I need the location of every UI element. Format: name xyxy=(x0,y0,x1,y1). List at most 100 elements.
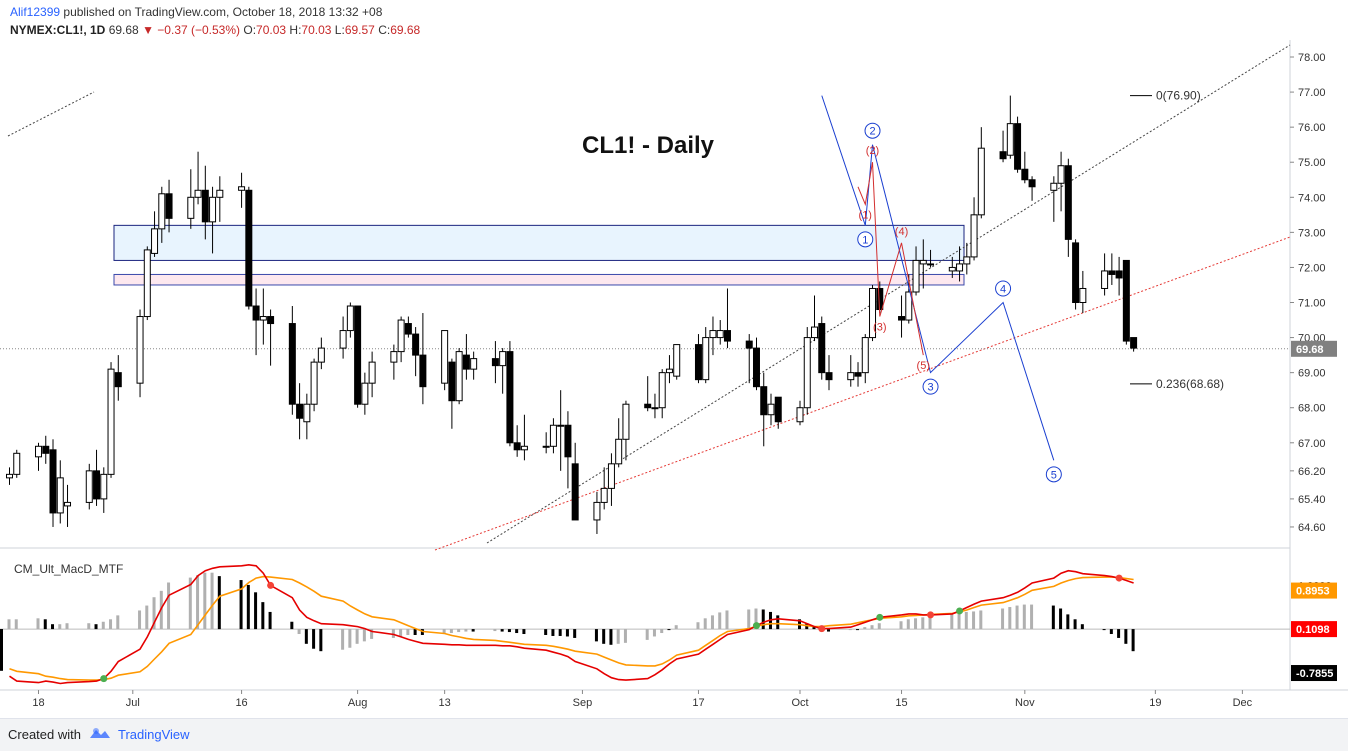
macd-histogram-bar xyxy=(1109,629,1113,635)
macd-histogram-bar xyxy=(558,629,562,636)
macd-histogram-bar xyxy=(972,611,976,630)
candle-up xyxy=(651,407,659,410)
macd-histogram-bar xyxy=(1080,624,1084,630)
macd-cross-dot xyxy=(1115,574,1123,582)
candle-up xyxy=(441,330,449,384)
macd-histogram-bar xyxy=(1131,629,1135,652)
time-tick-label: Sep xyxy=(573,697,593,709)
macd-histogram-bar xyxy=(138,610,142,630)
time-tick-label: 15 xyxy=(895,697,907,709)
candle-down xyxy=(774,396,782,423)
macd-cross-dot xyxy=(818,625,826,633)
candle-up xyxy=(956,263,964,272)
zone-support xyxy=(113,273,965,286)
macd-histogram-bar xyxy=(493,629,497,632)
macd-histogram-bar xyxy=(899,621,903,630)
macd-histogram-bar xyxy=(457,629,461,633)
macd-histogram-bar xyxy=(254,592,258,630)
candle-up xyxy=(912,259,920,293)
candle-up xyxy=(796,407,804,423)
macd-histogram-bar xyxy=(51,624,55,630)
macd-histogram-bar xyxy=(406,629,410,635)
price-tick-label: 69.00 xyxy=(1298,368,1326,380)
candle-up xyxy=(470,358,478,370)
created-with-text: Created with xyxy=(8,727,81,742)
macd-histogram-bar xyxy=(950,614,954,630)
macd-histogram-bar xyxy=(827,629,831,632)
elliott-blue-marker xyxy=(922,378,939,395)
macd-cross-dot xyxy=(267,581,275,589)
candle-down xyxy=(354,305,362,405)
candle-up xyxy=(317,347,325,363)
candle-up xyxy=(593,501,601,521)
macd-histogram-bar xyxy=(906,619,910,630)
candle-down xyxy=(644,403,652,409)
macd-value-label: -0.7855 xyxy=(1296,668,1333,680)
macd-histogram-bar xyxy=(1102,629,1106,631)
macd-histogram-bar xyxy=(507,629,511,633)
tradingview-brand-link[interactable]: TradingView xyxy=(118,727,190,742)
macd-histogram-bar xyxy=(1059,608,1063,630)
macd-histogram-bar xyxy=(500,629,504,632)
macd-histogram-bar xyxy=(87,623,91,630)
fib-level-label: 0(76.90) xyxy=(1156,89,1201,103)
macd-histogram-bar xyxy=(145,605,149,630)
footer-bar: Created with TradingView xyxy=(0,718,1348,751)
macd-value-badge xyxy=(1291,621,1337,638)
price-tick-label: 66.20 xyxy=(1298,466,1326,478)
candle-down xyxy=(1064,165,1072,240)
macd-histogram-bar xyxy=(65,623,69,630)
low-value: 69.57 xyxy=(344,23,375,37)
candle-up xyxy=(905,291,913,321)
candle-down xyxy=(93,470,101,500)
candle-down xyxy=(564,424,572,458)
candle-down xyxy=(1130,337,1138,349)
candle-up xyxy=(622,403,630,440)
macd-histogram-bar xyxy=(1001,608,1005,630)
macd-cross-dot xyxy=(956,607,964,615)
macd-histogram-bar xyxy=(297,629,301,635)
candle-up xyxy=(56,477,64,514)
candle-up xyxy=(238,186,246,191)
high-value: 70.03 xyxy=(301,23,332,37)
open-value: 70.03 xyxy=(256,23,287,37)
candle-up xyxy=(665,368,673,374)
candle-up xyxy=(499,351,507,367)
price-tick-label: 73.00 xyxy=(1298,227,1326,239)
price-tick-label: 77.00 xyxy=(1298,87,1326,99)
macd-histogram-bar xyxy=(914,618,918,630)
author-link[interactable]: Alif12399 xyxy=(10,5,61,19)
macd-histogram-bar xyxy=(761,609,765,630)
macd-histogram-bar xyxy=(957,612,961,630)
candle-down xyxy=(745,340,753,349)
macd-histogram-bar xyxy=(928,615,932,630)
candle-down xyxy=(1115,270,1123,279)
candle-up xyxy=(869,287,877,339)
candle-down xyxy=(462,354,470,370)
macd-histogram-bar xyxy=(152,597,156,630)
macd-histogram-bar xyxy=(848,629,852,631)
price-tick-label: 68.00 xyxy=(1298,403,1326,415)
elliott-red-label: (1) xyxy=(859,209,872,221)
price-tick-label: 65.40 xyxy=(1298,494,1326,506)
chart-canvas[interactable]: 78.00 77.00 76.00 75.00 74.00 73.00 72.00 71.00… xyxy=(0,40,1348,718)
candle-up xyxy=(158,193,166,230)
macd-histogram-bar xyxy=(696,622,700,630)
macd-histogram-bar xyxy=(979,610,983,630)
macd-histogram-bar xyxy=(449,629,453,634)
candle-up xyxy=(919,259,927,265)
macd-histogram-bar xyxy=(667,629,671,631)
macd-histogram-bar xyxy=(776,615,780,630)
elliott-blue-label: 5 xyxy=(1051,469,1057,481)
elliott-wave-blue xyxy=(821,95,1055,461)
candle-down xyxy=(114,372,122,388)
tradingview-logo-icon[interactable] xyxy=(88,726,112,742)
candle-down xyxy=(49,449,57,514)
macd-histogram-bar xyxy=(602,629,606,644)
time-tick-label: 17 xyxy=(692,697,704,709)
elliott-blue-marker xyxy=(857,231,874,248)
candle-up xyxy=(107,368,115,475)
macd-histogram-bar xyxy=(167,582,171,630)
price-tick-label: 78.00 xyxy=(1298,52,1326,64)
candle-up xyxy=(557,424,565,427)
